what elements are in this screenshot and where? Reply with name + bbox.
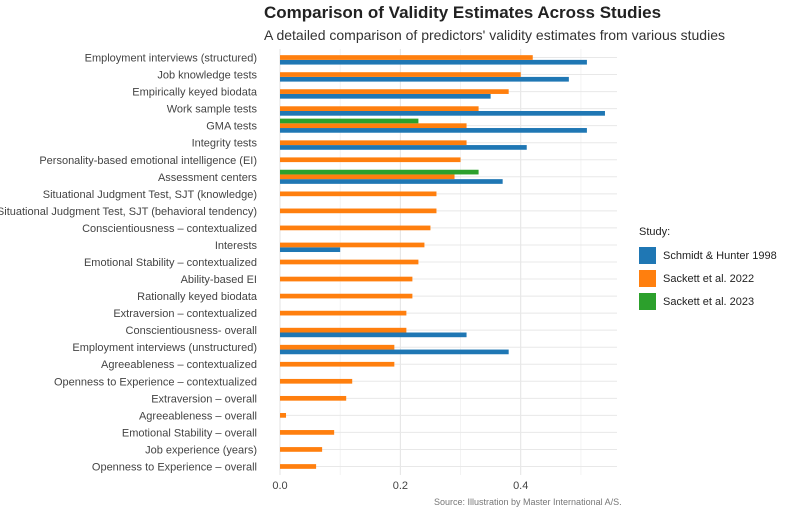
category-label: Job knowledge tests: [157, 70, 257, 82]
bar-sackett-et-al-2022: [280, 157, 461, 163]
legend-title: Study:: [639, 226, 671, 238]
bar-sackett-et-al-2022: [280, 378, 353, 384]
category-label: Extraversion – overall: [151, 393, 257, 405]
category-label: Emotional Stability – contextualized: [84, 257, 257, 269]
category-label: Work sample tests: [167, 104, 258, 116]
category-label: Employment interviews (structured): [85, 53, 257, 65]
category-label: Assessment centers: [158, 172, 258, 184]
bar-sackett-et-al-2022: [280, 55, 533, 60]
category-label: Openness to Experience – contextualized: [54, 376, 257, 388]
chart-subtitle: A detailed comparison of predictors' val…: [264, 27, 725, 43]
legend-label: Sackett et al. 2022: [663, 272, 755, 285]
bar-sackett-et-al-2022: [280, 361, 395, 367]
bar-sackett-et-al-2022: [280, 293, 413, 299]
legend: Study: Schmidt & Hunter 1998 Sackett et …: [639, 226, 777, 313]
category-label: Rationally keyed biodata: [137, 291, 258, 303]
legend-key: [639, 270, 656, 287]
bar-sackett-et-al-2023: [280, 169, 479, 175]
bar-schmidt-hunter-1998: [280, 110, 605, 116]
category-label: Situational Judgment Test, SJT (behavior…: [0, 206, 257, 218]
chart-title: Comparison of Validity Estimates Across …: [264, 3, 662, 22]
category-label: Openness to Experience – overall: [92, 461, 257, 473]
category-label: Extraversion – contextualized: [113, 308, 257, 320]
legend-label: Sackett et al. 2023: [663, 295, 755, 308]
bar-sackett-et-al-2022: [280, 395, 347, 401]
bar-schmidt-hunter-1998: [280, 247, 341, 253]
category-label: Employment interviews (unstructured): [72, 342, 257, 354]
bar-sackett-et-al-2022: [280, 106, 479, 111]
category-label: Empirically keyed biodata: [132, 87, 258, 99]
bar-sackett-et-al-2022: [280, 72, 521, 77]
legend-item-schmidt-hunter: Schmidt & Hunter 1998: [639, 244, 777, 267]
bar-schmidt-hunter-1998: [280, 179, 503, 184]
category-label: Job experience (years): [145, 444, 257, 456]
category-label: Interests: [215, 240, 258, 252]
bar-sackett-et-al-2022: [280, 464, 317, 469]
bar-sackett-et-al-2022: [280, 174, 455, 180]
category-label: Ability-based EI: [181, 274, 257, 286]
x-tick-label: 0.4: [513, 480, 528, 492]
bar-sackett-et-al-2022: [280, 208, 437, 214]
bar-schmidt-hunter-1998: [280, 145, 527, 150]
legend-label: Schmidt & Hunter 1998: [663, 249, 777, 262]
bar-sackett-et-al-2022: [280, 310, 407, 316]
bar-sackett-et-al-2022: [280, 242, 425, 248]
bar-sackett-et-al-2022: [280, 413, 287, 418]
bar-sackett-et-al-2022: [280, 191, 437, 197]
bar-sackett-et-al-2023: [280, 118, 419, 124]
category-label: Personality-based emotional intelligence…: [39, 155, 257, 167]
x-tick-label: 0.2: [393, 480, 408, 492]
category-label: Agreeableness – contextualized: [101, 359, 257, 371]
bar-sackett-et-al-2022: [280, 259, 419, 265]
category-label: Conscientiousness – contextualized: [82, 223, 257, 235]
category-label: Conscientiousness- overall: [126, 325, 257, 337]
bar-schmidt-hunter-1998: [280, 128, 587, 133]
bar-sackett-et-al-2022: [280, 447, 323, 452]
bar-schmidt-hunter-1998: [280, 349, 509, 355]
bar-schmidt-hunter-1998: [280, 59, 587, 65]
x-tick-label: 0.0: [272, 480, 287, 492]
bar-sackett-et-al-2022: [280, 344, 395, 350]
bar-sackett-et-al-2022: [280, 140, 467, 146]
bar-sackett-et-al-2022: [280, 123, 467, 129]
category-label: Situational Judgment Test, SJT (knowledg…: [43, 189, 257, 201]
category-label: Emotional Stability – overall: [122, 427, 257, 439]
legend-item-sackett-2022: Sackett et al. 2022: [639, 267, 777, 290]
bar-schmidt-hunter-1998: [280, 93, 491, 99]
bar-schmidt-hunter-1998: [280, 76, 569, 82]
bar-sackett-et-al-2022: [280, 276, 413, 282]
bar-sackett-et-al-2022: [280, 430, 335, 435]
legend-key: [639, 247, 656, 264]
bar-sackett-et-al-2022: [280, 327, 407, 333]
source-caption: Source: Illustration by Master Internati…: [434, 497, 622, 507]
category-label: GMA tests: [206, 121, 257, 133]
category-label: Agreeableness – overall: [139, 410, 257, 422]
bar-sackett-et-al-2022: [280, 89, 509, 94]
legend-key: [639, 293, 656, 310]
bar-sackett-et-al-2022: [280, 225, 431, 231]
legend-item-sackett-2023: Sackett et al. 2023: [639, 290, 777, 313]
category-label: Integrity tests: [192, 138, 258, 150]
bar-schmidt-hunter-1998: [280, 332, 467, 338]
